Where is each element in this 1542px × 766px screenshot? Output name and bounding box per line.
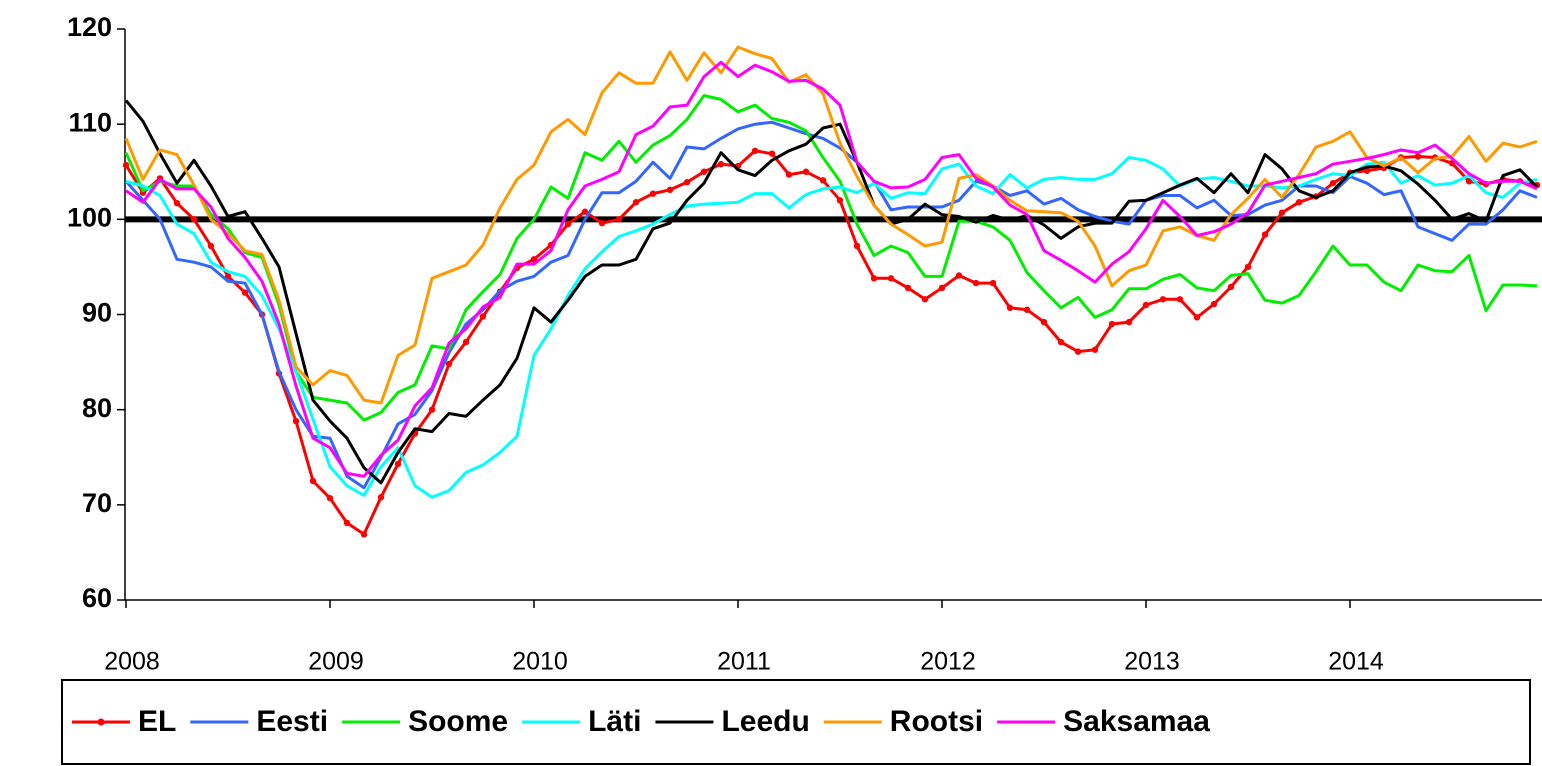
series-marker: [768, 150, 776, 157]
series-marker: [309, 477, 317, 485]
series-marker: [598, 219, 606, 227]
series-marker: [1159, 296, 1167, 303]
y-tick-label: 110: [68, 107, 112, 137]
series-marker: [445, 360, 453, 368]
series-marker: [207, 242, 215, 250]
series-marker: [938, 284, 946, 292]
series-marker: [377, 494, 385, 501]
series-marker: [1278, 209, 1286, 216]
series-marker: [173, 199, 181, 207]
series-marker: [479, 313, 487, 320]
legend-label: EL: [138, 705, 176, 738]
y-tick-label: 70: [82, 488, 112, 518]
series-marker: [870, 275, 878, 282]
series-marker: [615, 216, 623, 223]
x-tick-label: 2008: [104, 648, 160, 676]
series-marker: [581, 208, 589, 215]
series-marker: [921, 296, 929, 303]
series-marker: [683, 179, 691, 186]
series-marker: [717, 160, 725, 168]
series-marker: [955, 272, 963, 279]
series-marker: [785, 171, 793, 178]
series-marker: [1329, 179, 1337, 187]
series-marker: [1006, 304, 1014, 312]
series-line: [125, 60, 1538, 478]
series-marker: [190, 216, 198, 223]
series-marker: [836, 197, 844, 204]
series-marker: [1057, 338, 1065, 346]
x-tick-label: 2013: [1124, 648, 1180, 676]
legend-label: Eesti: [256, 705, 328, 738]
series-marker: [751, 147, 759, 155]
y-tick-label: 80: [82, 393, 112, 423]
legend-label: Läti: [588, 705, 641, 738]
series-marker: [972, 279, 980, 287]
series-marker: [904, 284, 912, 292]
series-marker: [1244, 263, 1252, 271]
series-marker: [1142, 301, 1150, 309]
series-marker: [1193, 314, 1201, 321]
series-marker: [241, 289, 249, 296]
series-marker: [564, 220, 572, 228]
series-marker: [853, 242, 861, 250]
y-tick-label: 60: [82, 583, 112, 613]
series-marker: [1363, 167, 1371, 174]
series-marker: [1125, 318, 1133, 326]
y-tick-label: 100: [67, 202, 112, 232]
x-tick-label: 2009: [308, 648, 364, 676]
series-marker: [819, 177, 827, 184]
legend-label: Rootsi: [890, 705, 983, 738]
legend-label: Saksamaa: [1063, 705, 1210, 738]
series-line: [124, 94, 1538, 422]
legend-box: [61, 679, 1531, 765]
y-tick-label: 90: [82, 298, 112, 328]
series-marker: [666, 186, 674, 194]
y-tick-label: 120: [67, 12, 112, 42]
series-marker: [1108, 320, 1116, 328]
x-tick-label: 2010: [512, 648, 568, 676]
series-line: [124, 99, 1539, 485]
series-marker: [887, 275, 895, 282]
series-marker: [1176, 296, 1184, 303]
series-marker: [632, 199, 640, 206]
series-line: [125, 156, 1538, 499]
series-marker: [989, 279, 997, 287]
series-marker: [394, 460, 402, 468]
series-marker: [1465, 178, 1473, 185]
x-tick-label: 2012: [920, 648, 976, 676]
series-marker: [326, 494, 334, 502]
legend-label: Leedu: [721, 705, 809, 738]
series-marker: [462, 338, 470, 346]
series-marker: [649, 190, 657, 197]
series-marker: [428, 406, 436, 413]
series-marker: [1295, 199, 1303, 206]
x-tick-label: 2011: [717, 648, 771, 676]
series-line: [124, 45, 1538, 405]
series-marker: [1074, 348, 1082, 355]
series-marker: [343, 519, 351, 527]
x-tick-label: 2014: [1328, 648, 1384, 676]
series-marker: [1261, 231, 1269, 238]
series-marker: [1210, 300, 1218, 308]
series-marker: [122, 161, 130, 169]
series-marker: [1023, 306, 1031, 313]
legend-marker: [97, 718, 105, 726]
legend-label: Soome: [408, 705, 508, 738]
series-marker: [1414, 153, 1422, 160]
series-marker: [1091, 346, 1099, 353]
series-marker: [292, 417, 300, 425]
series-marker: [530, 256, 538, 263]
series-marker: [360, 531, 368, 538]
series-marker: [1040, 318, 1048, 326]
series-marker: [802, 168, 810, 175]
series-marker: [700, 168, 708, 175]
series-marker: [1227, 283, 1235, 291]
